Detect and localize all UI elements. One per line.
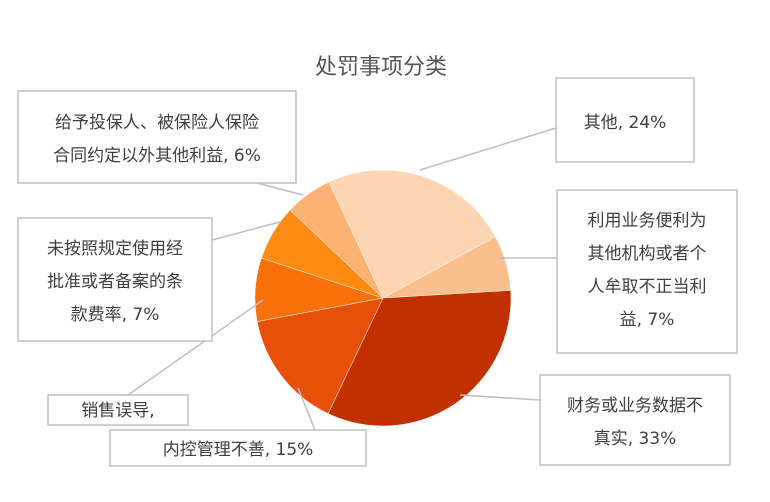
leader-line-3 [297, 387, 316, 431]
leader-line-2 [459, 394, 541, 401]
pie-slice-6 [289, 181, 384, 299]
data-label-1-line-0: 利用业务便利为 [588, 211, 707, 231]
data-label-2-line-1: 真实, 33% [594, 429, 677, 449]
leader-line-4 [127, 299, 264, 396]
data-label-4-line-0: 销售误导, [81, 401, 154, 421]
data-label-3-line-0: 内控管理不善, 15% [163, 440, 314, 460]
data-label-1-line-2: 人牟取不正当利 [588, 277, 707, 297]
label-box-4 [47, 394, 189, 426]
data-label-6-line-1: 合同约定以外其他利益, 6% [53, 146, 261, 166]
label-box-6 [17, 90, 297, 184]
leader-line-0 [419, 127, 557, 171]
data-label-5-line-2: 款费率, 7% [71, 305, 160, 325]
data-label-1-line-3: 益, 7% [620, 310, 675, 330]
label-box-0 [555, 77, 695, 163]
pie-slices [254, 169, 512, 427]
label-box-2 [539, 374, 731, 466]
data-label-2-line-0: 财务或业务数据不 [567, 396, 703, 416]
chart-title: 处罚事项分类 [315, 55, 447, 80]
leader-line-6 [256, 182, 304, 196]
leader-lines [127, 127, 557, 431]
data-label-5-line-0: 未按照规定使用经 [47, 238, 183, 259]
pie-slice-2 [327, 290, 512, 427]
pie-slice-3 [256, 297, 384, 414]
data-label-5-line-1: 批准或者备案的条 [47, 272, 183, 292]
data-label-0-line-0: 其他, 24% [584, 113, 667, 133]
leader-line-5 [211, 221, 281, 241]
label-box-5 [17, 217, 213, 342]
label-box-1 [556, 189, 738, 354]
pie-slice-0 [328, 169, 496, 299]
label-box-3 [109, 429, 367, 467]
data-label-1-line-1: 其他机构或者个 [588, 244, 707, 264]
data-label-6-line-0: 给予投保人、被保险人保险 [55, 113, 259, 133]
